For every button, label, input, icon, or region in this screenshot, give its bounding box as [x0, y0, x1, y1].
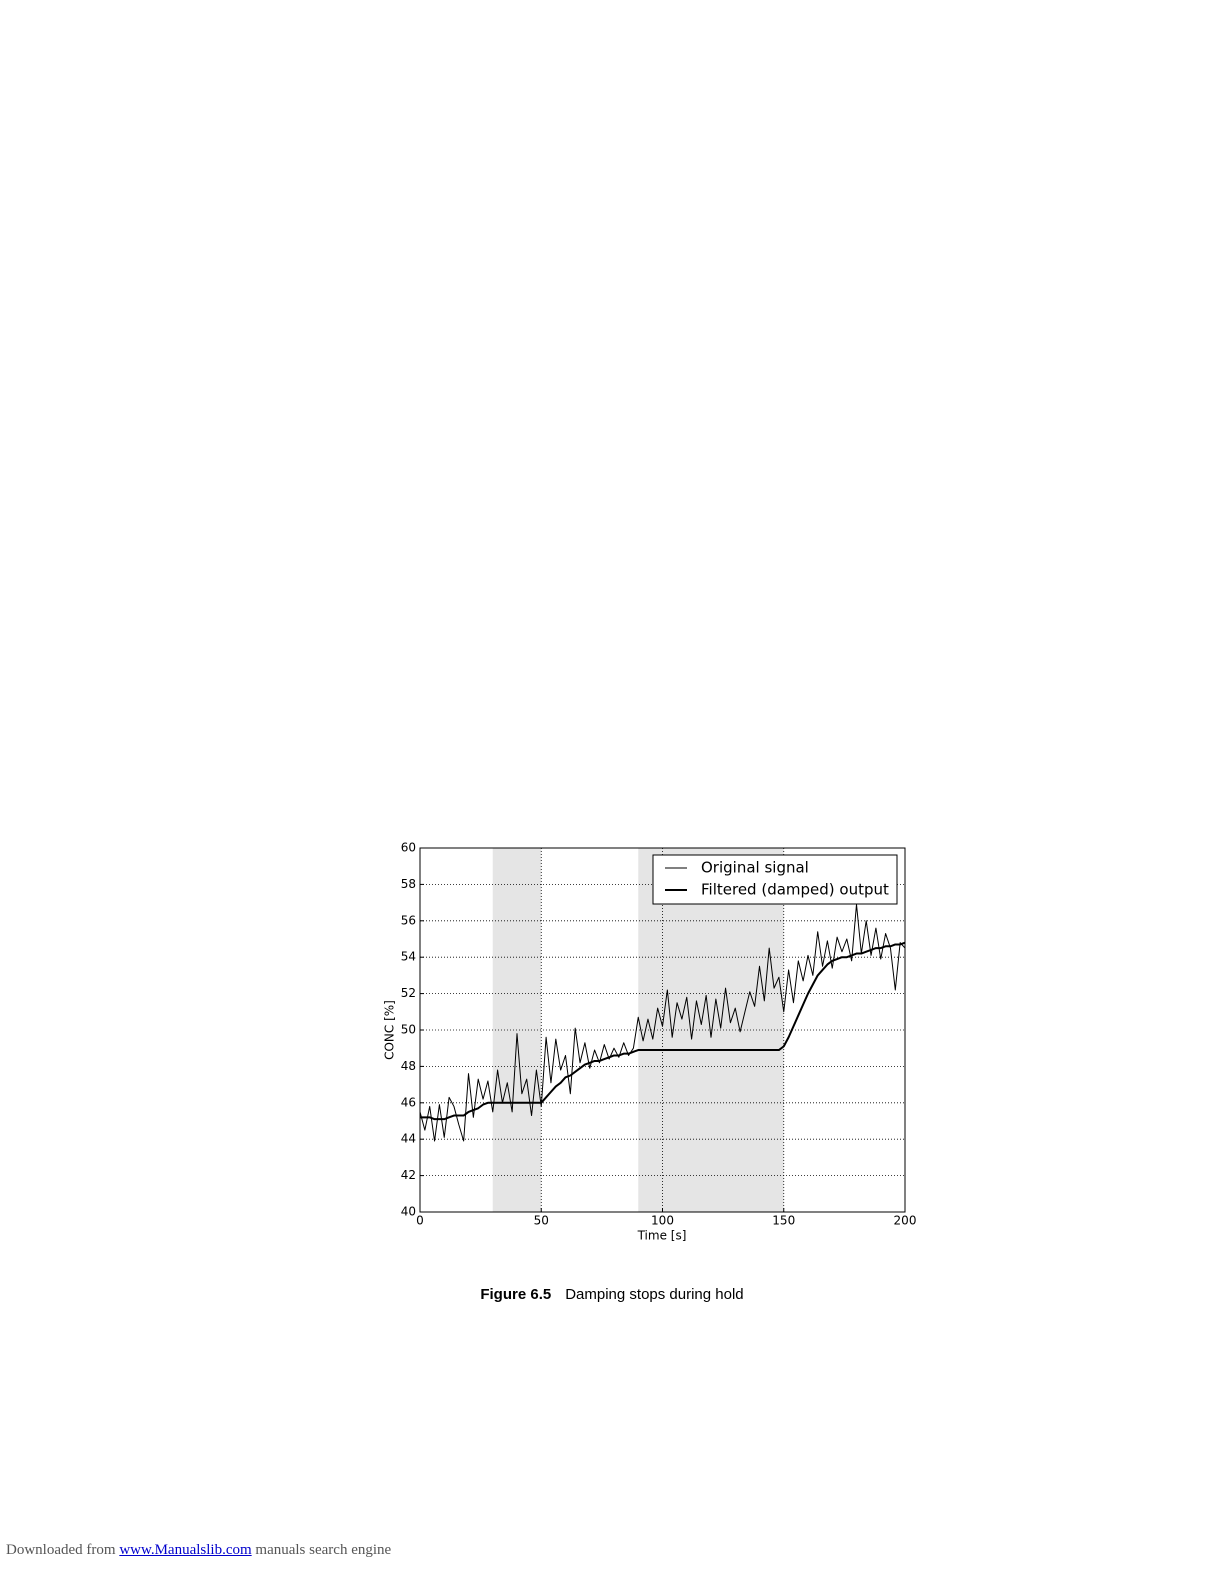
chart: Time [s] CONC [%] 40 42 44 46 48 50 52 54 56 58 60…	[383, 841, 917, 1243]
caption-text: Damping stops during hold	[565, 1286, 744, 1303]
legend-label: Filtered (damped) output	[701, 881, 889, 899]
plot-frame	[419, 847, 906, 1213]
footer-suffix: manuals search engine	[255, 1542, 392, 1558]
caption-label: Figure 6.5	[480, 1286, 552, 1303]
y-tick-label: 52	[401, 986, 416, 1000]
y-tick-label: 58	[401, 877, 416, 891]
x-tick-label: 0	[416, 1214, 424, 1228]
y-tick-label: 44	[401, 1132, 416, 1146]
x-tick-label: 150	[772, 1214, 795, 1228]
y-tick-label: 54	[401, 950, 416, 964]
series-line	[419, 903, 906, 1142]
series-line	[420, 941, 906, 1121]
footer-link[interactable]: www.Manualslib.com	[119, 1542, 252, 1558]
footer-prefix: Downloaded from	[6, 1542, 116, 1558]
y-tick-label: 50	[401, 1023, 416, 1037]
y-tick-label: 42	[401, 1168, 416, 1182]
y-tick-label: 60	[401, 841, 416, 855]
y-tick-label: 48	[401, 1059, 416, 1073]
y-axis-label: CONC [%]	[383, 1000, 397, 1060]
legend-box	[652, 854, 898, 905]
y-tick-label: 46	[401, 1095, 416, 1109]
x-tick-label: 50	[534, 1214, 549, 1228]
y-tick-label: 40	[401, 1205, 416, 1219]
caption: Figure 6.5 Damping stops during hold	[0, 1286, 1224, 1303]
x-tick-label: 200	[894, 1214, 917, 1228]
legend: Original signal Filtered (damped) output	[652, 854, 898, 905]
y-tick-label: 56	[401, 913, 416, 927]
x-axis-label: Time [s]	[637, 1229, 687, 1243]
legend-label: Original signal	[701, 859, 809, 877]
x-tick-label: 100	[651, 1214, 674, 1228]
footer: Downloaded from www.Manualslib.com manua…	[6, 1542, 391, 1559]
